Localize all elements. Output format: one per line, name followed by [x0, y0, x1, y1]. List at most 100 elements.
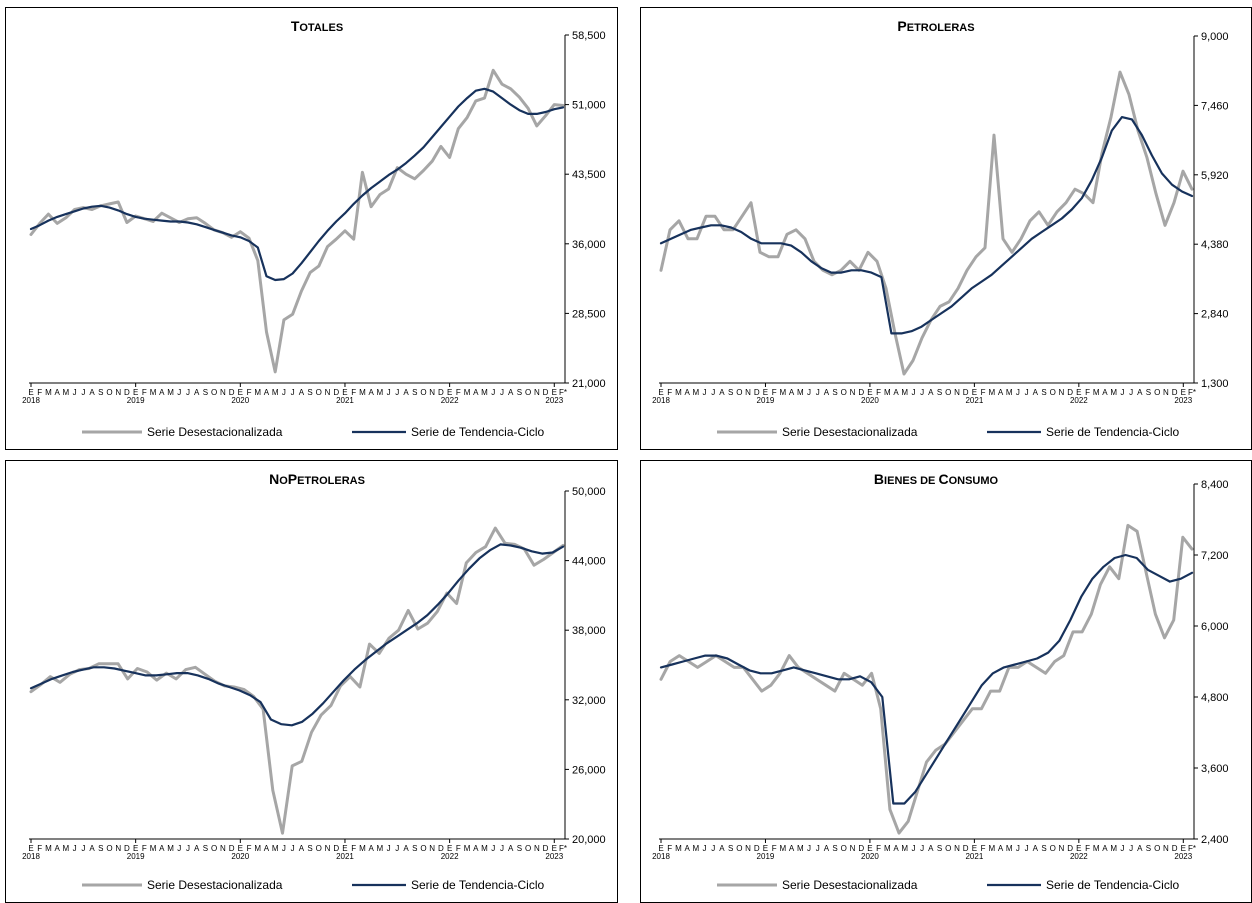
x-month-label: O	[420, 844, 426, 853]
x-month-label: S	[412, 388, 417, 397]
x-month-label: E	[867, 844, 872, 853]
x-month-label: M	[272, 844, 279, 853]
x-month-label: J	[807, 844, 811, 853]
chart-title: NOPETROLERAS	[269, 471, 365, 487]
x-month-label: A	[368, 388, 374, 397]
x-month-label: E	[447, 844, 452, 853]
x-year-label: 2018	[22, 396, 40, 405]
x-month-label: J	[920, 844, 924, 853]
x-month-label: M	[63, 388, 70, 397]
x-month-label: J	[291, 844, 295, 853]
y-tick-label: 51,000	[572, 100, 606, 112]
x-month-label: M	[692, 844, 699, 853]
y-tick-label: 36,000	[572, 239, 606, 251]
x-month-label: D	[754, 388, 760, 397]
y-tick-label: 7,200	[1201, 550, 1229, 562]
y-tick-label: 9,000	[1201, 31, 1229, 43]
legend-label-tendencia-ciclo: Serie de Tendencia-Ciclo	[1046, 878, 1180, 892]
x-month-label: E	[1181, 844, 1186, 853]
series-line-desestacionalizada	[29, 526, 565, 835]
x-month-label: F	[456, 388, 461, 397]
x-year-label: 2020	[861, 852, 879, 861]
x-month-label: F*	[559, 388, 567, 397]
x-month-label: J	[711, 388, 715, 397]
x-month-label: F	[667, 844, 672, 853]
x-month-label: N	[745, 388, 751, 397]
chart-panel-petroleras: PETROLERAS 1,300 2,840 4,380 5,920 7,460 9,000…	[640, 7, 1252, 450]
x-month-label: E	[342, 844, 347, 853]
x-month-label: M	[675, 844, 682, 853]
x-month-label: D	[963, 388, 969, 397]
x-month-label: J	[186, 388, 190, 397]
x-month-label: M	[797, 388, 804, 397]
x-month-label: M	[1093, 844, 1100, 853]
x-month-label: A	[299, 388, 305, 397]
x-month-label: O	[211, 388, 217, 397]
x-month-label: J	[1129, 844, 1133, 853]
x-month-label: A	[893, 844, 899, 853]
x-month-label: M	[272, 388, 279, 397]
x-month-label: J	[395, 388, 399, 397]
x-year-label: 2023	[545, 852, 563, 861]
x-month-label: M	[150, 844, 157, 853]
x-month-label: E	[28, 388, 33, 397]
x-month-label: M	[167, 388, 174, 397]
chart-panel-no-petroleras: NOPETROLERAS 20,000 26,000 32,000 38,000 44,0…	[5, 460, 618, 903]
x-month-label: S	[937, 388, 942, 397]
x-month-label: J	[1016, 388, 1020, 397]
x-month-label: A	[684, 844, 690, 853]
x-month-label: E	[763, 844, 768, 853]
legend-label-desestacionalizada: Serie Desestacionalizada	[782, 425, 918, 439]
x-month-label: D	[1172, 388, 1178, 397]
x-month-label: J	[73, 844, 77, 853]
x-month-label: F	[351, 388, 356, 397]
x-year-label: 2020	[231, 396, 249, 405]
x-month-label: N	[745, 844, 751, 853]
x-month-label: M	[675, 388, 682, 397]
x-month-label: S	[937, 844, 942, 853]
x-month-label: J	[500, 388, 504, 397]
x-month-label: A	[89, 388, 95, 397]
x-month-label: E	[972, 844, 977, 853]
x-year-label: 2022	[441, 396, 459, 405]
y-tick-label: 28,500	[572, 308, 606, 320]
x-month-label: M	[254, 844, 261, 853]
series-line-desestacionalizada	[659, 523, 1194, 835]
x-month-label: O	[316, 844, 322, 853]
x-month-label: A	[1102, 388, 1108, 397]
x-month-label: J	[1120, 388, 1124, 397]
x-month-label: A	[1102, 844, 1108, 853]
x-month-label: A	[508, 844, 514, 853]
x-month-label: D	[438, 388, 444, 397]
x-month-label: O	[1050, 844, 1056, 853]
x-month-label: A	[789, 388, 795, 397]
x-month-label: E	[447, 388, 452, 397]
x-month-label: M	[45, 844, 52, 853]
x-year-label: 2020	[861, 396, 879, 405]
x-month-label: M	[481, 844, 488, 853]
x-month-label: D	[1172, 844, 1178, 853]
x-month-label: D	[1067, 844, 1073, 853]
x-year-label: 2022	[441, 852, 459, 861]
x-month-label: J	[491, 388, 495, 397]
x-month-label: N	[534, 844, 540, 853]
x-month-label: S	[307, 388, 312, 397]
x-month-label: A	[473, 844, 479, 853]
x-month-label: E	[238, 388, 243, 397]
x-month-label: N	[220, 844, 226, 853]
x-year-label: 2019	[127, 396, 145, 405]
y-tick-label: 3,600	[1201, 763, 1229, 775]
x-month-label: S	[832, 388, 837, 397]
x-year-label: 2023	[545, 396, 563, 405]
x-month-label: A	[159, 844, 165, 853]
x-month-label: M	[377, 844, 384, 853]
x-month-label: A	[159, 388, 165, 397]
x-month-label: M	[1110, 844, 1117, 853]
x-month-label: M	[780, 388, 787, 397]
x-month-label: J	[920, 388, 924, 397]
x-month-label: F	[351, 844, 356, 853]
x-month-label: J	[703, 388, 707, 397]
x-month-label: D	[229, 388, 235, 397]
x-month-label: E	[1076, 388, 1081, 397]
x-month-label: M	[1006, 388, 1013, 397]
